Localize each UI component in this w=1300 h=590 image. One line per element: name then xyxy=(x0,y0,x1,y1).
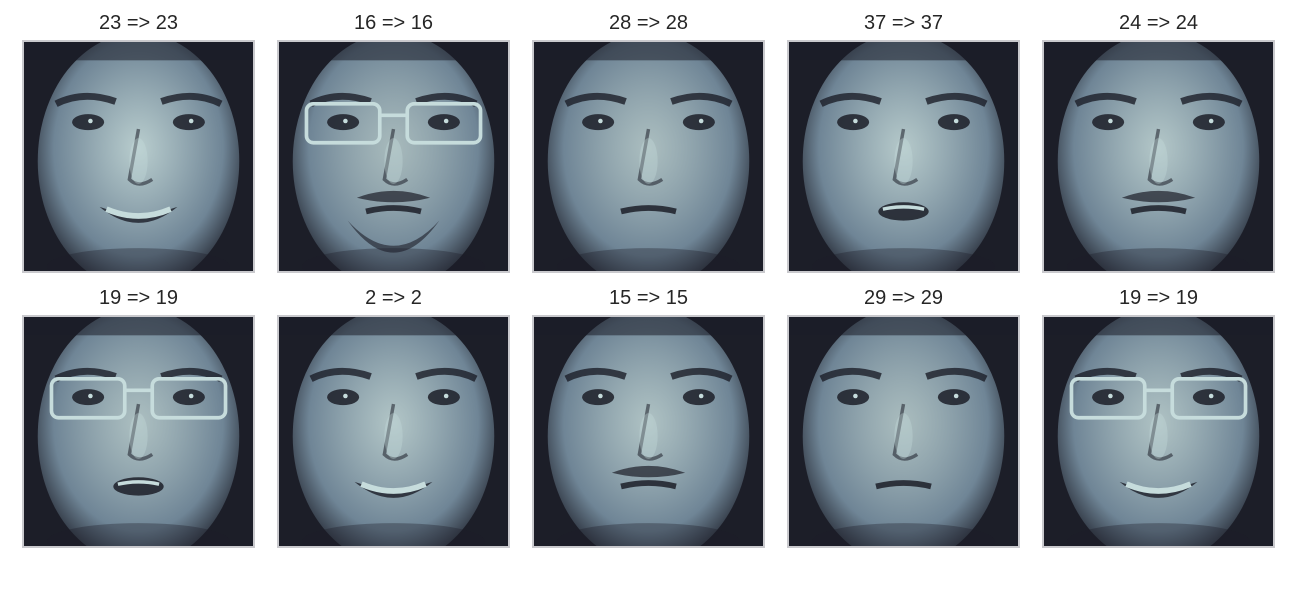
face-panel: 19 => 19 xyxy=(22,281,255,548)
face-title: 16 => 16 xyxy=(354,12,433,34)
face-panel: 16 => 16 xyxy=(277,6,510,273)
face-drawing xyxy=(534,317,763,546)
face-panel: 23 => 23 xyxy=(22,6,255,273)
face-drawing xyxy=(789,42,1018,271)
face-title: 37 => 37 xyxy=(864,12,943,34)
face-image xyxy=(277,40,510,273)
face-panel: 29 => 29 xyxy=(787,281,1020,548)
face-panel: 19 => 19 xyxy=(1042,281,1275,548)
face-panel: 15 => 15 xyxy=(532,281,765,548)
face-image xyxy=(787,40,1020,273)
face-title: 19 => 19 xyxy=(99,287,178,309)
face-drawing xyxy=(534,42,763,271)
face-image xyxy=(1042,315,1275,548)
face-panel: 28 => 28 xyxy=(532,6,765,273)
face-title: 24 => 24 xyxy=(1119,12,1198,34)
face-drawing xyxy=(789,317,1018,546)
face-panel: 37 => 37 xyxy=(787,6,1020,273)
face-drawing xyxy=(24,42,253,271)
face-title: 28 => 28 xyxy=(609,12,688,34)
face-title: 2 => 2 xyxy=(365,287,422,309)
face-title: 19 => 19 xyxy=(1119,287,1198,309)
face-drawing xyxy=(1044,42,1273,271)
face-image xyxy=(532,40,765,273)
face-drawing xyxy=(279,317,508,546)
face-panel: 2 => 2 xyxy=(277,281,510,548)
face-image xyxy=(787,315,1020,548)
face-title: 15 => 15 xyxy=(609,287,688,309)
face-title: 29 => 29 xyxy=(864,287,943,309)
face-image xyxy=(277,315,510,548)
face-image xyxy=(1042,40,1275,273)
face-drawing xyxy=(1044,317,1273,546)
faces-grid: 23 => 23 16 => 16 28 => 28 37 => 37 24 =… xyxy=(22,6,1278,548)
face-drawing xyxy=(24,317,253,546)
face-panel: 24 => 24 xyxy=(1042,6,1275,273)
face-drawing xyxy=(279,42,508,271)
face-image xyxy=(532,315,765,548)
face-title: 23 => 23 xyxy=(99,12,178,34)
face-image xyxy=(22,315,255,548)
face-image xyxy=(22,40,255,273)
